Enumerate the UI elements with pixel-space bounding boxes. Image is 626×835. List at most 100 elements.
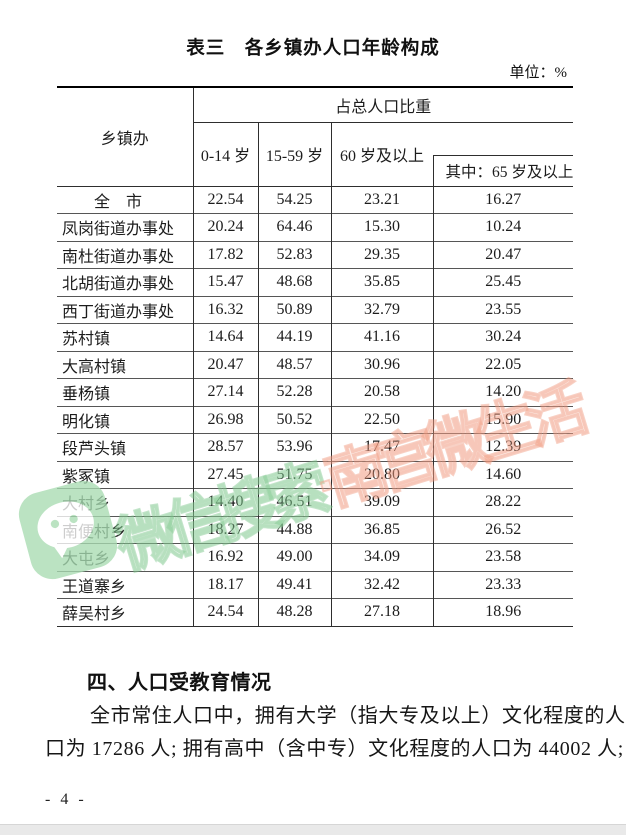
percentage-value: 35.85 <box>331 268 434 296</box>
percentage-value: 14.64 <box>193 323 259 351</box>
table-row: 西丁街道办事处 16.32 50.89 32.79 23.55 <box>57 295 574 324</box>
percentage-value: 20.58 <box>331 378 434 406</box>
percentage-value: 50.52 <box>258 405 332 434</box>
percentage-value: 18.96 <box>433 598 574 627</box>
percentage-value: 36.85 <box>331 515 434 544</box>
percentage-value: 50.89 <box>258 295 332 324</box>
township-name: 王道寨乡 <box>57 570 194 599</box>
percentage-value: 25.45 <box>433 268 574 296</box>
percentage-value: 27.14 <box>193 378 259 406</box>
percentage-value: 52.83 <box>258 240 332 269</box>
percentage-value: 48.57 <box>258 350 332 379</box>
percentage-value: 20.47 <box>433 240 574 269</box>
percentage-value: 44.19 <box>258 323 332 351</box>
table-row: 明化镇 26.98 50.52 22.50 15.90 <box>57 405 574 434</box>
percentage-value: 46.51 <box>258 488 332 516</box>
percentage-value: 18.27 <box>193 515 259 544</box>
percentage-value: 48.28 <box>258 598 332 627</box>
percentage-value: 30.24 <box>433 323 574 351</box>
percentage-value: 26.98 <box>193 405 259 434</box>
table-row: 苏村镇 14.64 44.19 41.16 30.24 <box>57 323 574 351</box>
header-age-60-plus: 60 岁及以上 <box>339 148 424 165</box>
percentage-value: 26.52 <box>433 515 574 544</box>
township-name: 西丁街道办事处 <box>57 295 194 324</box>
header-age-0-14: 0-14 岁 <box>193 122 259 186</box>
percentage-value: 17.82 <box>193 240 259 269</box>
age-composition-table: 乡镇办 占总人口比重 0-14 岁 15-59 岁 60 岁及以上 其中：65 … <box>57 86 574 627</box>
table-row: 紫冢镇 27.45 51.75 20.80 14.60 <box>57 460 574 489</box>
percentage-value: 28.22 <box>433 488 574 516</box>
percentage-value: 49.00 <box>258 543 332 571</box>
percentage-value: 34.09 <box>331 543 434 571</box>
percentage-value: 64.46 <box>258 213 332 241</box>
percentage-value: 32.79 <box>331 295 434 324</box>
percentage-value: 49.41 <box>258 570 332 599</box>
table-row: 凤岗街道办事处 20.24 64.46 15.30 10.24 <box>57 213 574 241</box>
table-row: 全 市 22.54 54.25 23.21 16.27 <box>57 185 574 214</box>
percentage-value: 14.60 <box>433 460 574 489</box>
township-name: 垂杨镇 <box>57 378 194 406</box>
table-row: 南杜街道办事处 17.82 52.83 29.35 20.47 <box>57 240 574 269</box>
header-age-15-59: 15-59 岁 <box>258 122 332 186</box>
page-edge-divider <box>0 824 626 835</box>
percentage-value: 15.90 <box>433 405 574 434</box>
percentage-value: 30.96 <box>331 350 434 379</box>
table-header: 乡镇办 占总人口比重 0-14 岁 15-59 岁 60 岁及以上 其中：65 … <box>57 87 574 186</box>
percentage-value: 41.16 <box>331 323 434 351</box>
percentage-value: 22.50 <box>331 405 434 434</box>
percentage-value: 52.28 <box>258 378 332 406</box>
page-number: - 4 - <box>45 791 87 808</box>
percentage-value: 22.54 <box>193 185 259 214</box>
percentage-value: 51.75 <box>258 460 332 489</box>
percentage-value: 20.80 <box>331 460 434 489</box>
township-name: 明化镇 <box>57 405 194 434</box>
percentage-value: 12.39 <box>433 433 574 461</box>
table-row: 北胡街道办事处 15.47 48.68 35.85 25.45 <box>57 268 574 296</box>
percentage-value: 27.18 <box>331 598 434 627</box>
township-name: 南便村乡 <box>57 515 194 544</box>
unit-label: 单位：% <box>509 65 568 81</box>
percentage-value: 14.40 <box>193 488 259 516</box>
percentage-value: 48.68 <box>258 268 332 296</box>
percentage-value: 23.33 <box>433 570 574 599</box>
township-name: 大屯乡 <box>57 543 194 571</box>
percentage-value: 28.57 <box>193 433 259 461</box>
table-row: 段芦头镇 28.57 53.96 17.47 12.39 <box>57 433 574 461</box>
township-name: 薛吴村乡 <box>57 598 194 627</box>
table-row: 南便村乡 18.27 44.88 36.85 26.52 <box>57 515 574 544</box>
percentage-value: 23.55 <box>433 295 574 324</box>
township-name: 紫冢镇 <box>57 460 194 489</box>
percentage-value: 32.42 <box>331 570 434 599</box>
percentage-value: 16.32 <box>193 295 259 324</box>
township-name: 苏村镇 <box>57 323 194 351</box>
percentage-value: 16.27 <box>433 185 574 214</box>
percentage-value: 27.45 <box>193 460 259 489</box>
table-row: 薛吴村乡 24.54 48.28 27.18 18.96 <box>57 598 574 627</box>
table-body: 全 市 22.54 54.25 23.21 16.27 凤岗街道办事处 20.24 64.46… <box>57 185 574 627</box>
township-name: 凤岗街道办事处 <box>57 213 194 241</box>
percentage-value: 22.05 <box>433 350 574 379</box>
township-name: 北胡街道办事处 <box>57 268 194 296</box>
percentage-value: 20.47 <box>193 350 259 379</box>
section-heading: 四、人口受教育情况 <box>87 672 272 694</box>
header-age-65-plus: 其中：65 岁及以上 <box>432 154 574 186</box>
township-name: 南杜街道办事处 <box>57 240 194 269</box>
percentage-value: 15.30 <box>331 213 434 241</box>
percentage-value: 16.92 <box>193 543 259 571</box>
township-name: 大高村镇 <box>57 350 194 379</box>
percentage-value: 23.58 <box>433 543 574 571</box>
table-row: 王道寨乡 18.17 49.41 32.42 23.33 <box>57 570 574 599</box>
header-spacer <box>433 122 573 155</box>
table-row: 大村乡 14.40 46.51 39.09 28.22 <box>57 488 574 516</box>
paragraph-line-2: 口为 17286 人; 拥有高中（含中专）文化程度的人口为 44002 人; <box>45 738 624 760</box>
township-name: 全 市 <box>57 185 194 214</box>
percentage-value: 14.20 <box>433 378 574 406</box>
paragraph-line-1: 全市常住人口中，拥有大学（指大专及以上）文化程度的人 <box>90 705 626 727</box>
percentage-value: 15.47 <box>193 268 259 296</box>
percentage-value: 53.96 <box>258 433 332 461</box>
percentage-value: 10.24 <box>433 213 574 241</box>
percentage-value: 18.17 <box>193 570 259 599</box>
header-region-col: 乡镇办 <box>57 87 194 186</box>
table-row: 大高村镇 20.47 48.57 30.96 22.05 <box>57 350 574 379</box>
percentage-value: 24.54 <box>193 598 259 627</box>
